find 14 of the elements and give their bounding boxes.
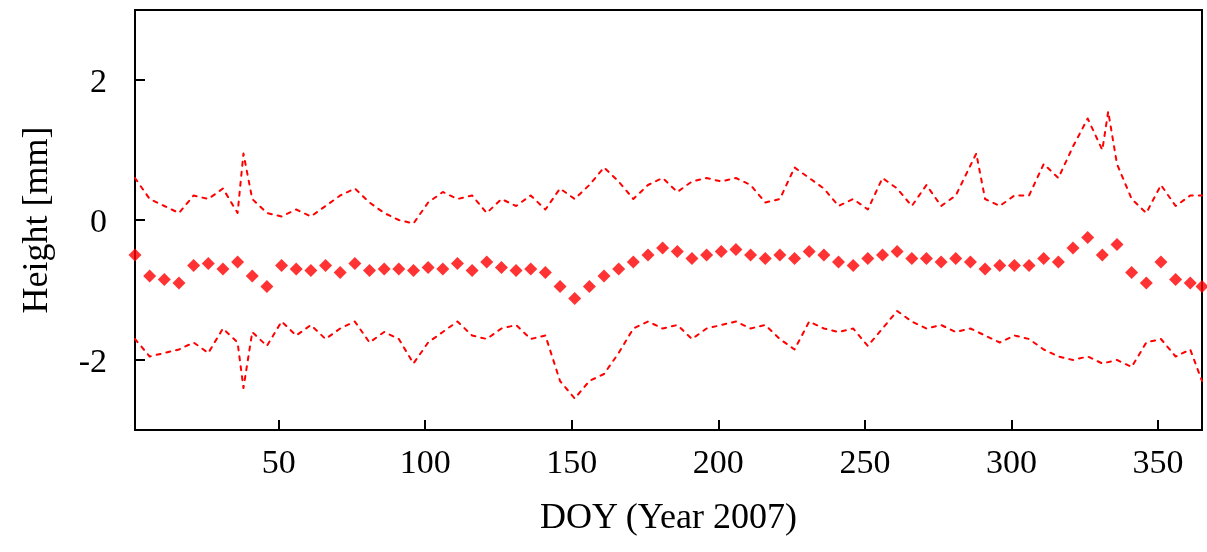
x-tick-label: 250: [839, 442, 891, 480]
x-tick-label: 350: [1132, 442, 1184, 480]
line-series: [134, 310, 1203, 400]
y-tick-label: 2: [90, 61, 107, 99]
y-tick-label: -2: [78, 341, 107, 379]
x-tick-label: 150: [546, 442, 598, 480]
x-tick-label: 50: [261, 442, 296, 480]
line-series: [134, 110, 1203, 225]
x-tick-label: 300: [985, 442, 1037, 480]
x-tick-label: 200: [692, 442, 744, 480]
x-axis-title: DOY (Year 2007): [540, 496, 797, 536]
y-tick-label: 0: [90, 201, 107, 239]
y-axis-title: Height [mm]: [15, 126, 55, 314]
x-tick-label: 100: [399, 442, 451, 480]
